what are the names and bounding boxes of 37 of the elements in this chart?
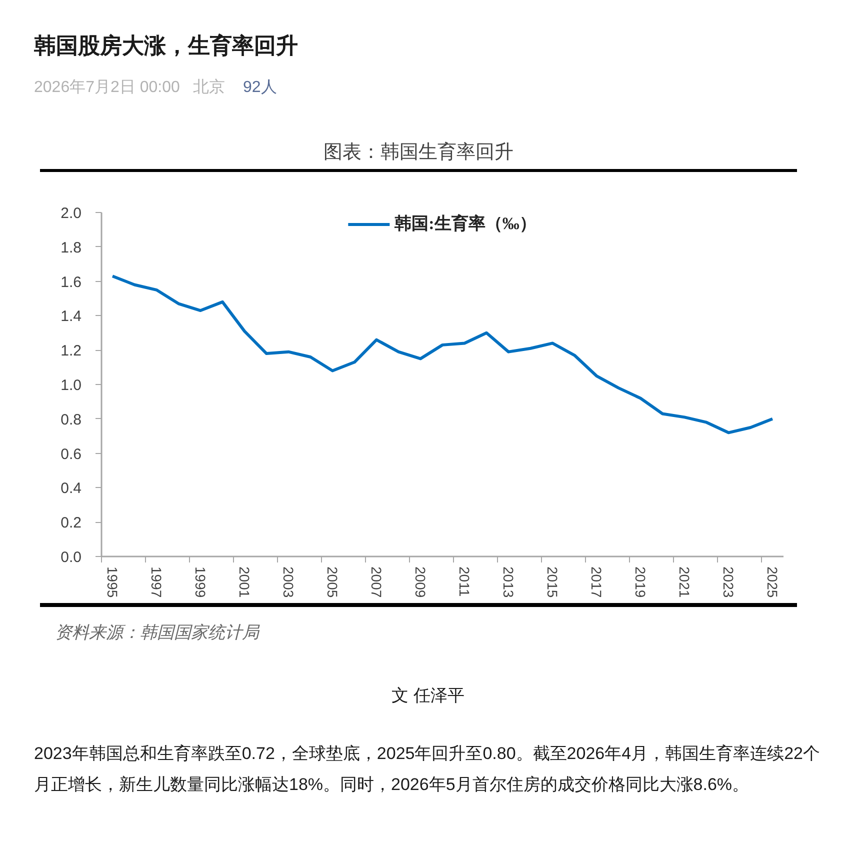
y-tick-label: 2.0 xyxy=(60,205,82,222)
x-tick-label: 2015 xyxy=(544,566,560,598)
x-tick-label: 2023 xyxy=(720,566,736,598)
x-tick-label: 1999 xyxy=(192,566,208,598)
x-tick-label: 2019 xyxy=(632,566,648,598)
x-tick-label: 2007 xyxy=(368,566,384,598)
y-tick-label: 1.4 xyxy=(60,308,82,326)
y-tick-label: 1.0 xyxy=(60,377,82,394)
text: 文 任泽平 xyxy=(390,685,466,707)
x-tick-label: 2021 xyxy=(676,566,692,598)
text: 资料来源：韩国国家统计局 xyxy=(55,622,259,644)
x-tick-label: 2011 xyxy=(456,566,472,597)
x-tick-label: 2013 xyxy=(500,566,516,598)
text: 韩国股房大涨，生育率回升 xyxy=(34,32,298,60)
y-tick-label: 0.2 xyxy=(60,514,82,532)
text: 北京 xyxy=(193,79,226,96)
x-tick-label: 2005 xyxy=(324,566,340,598)
text: 2023年韩国总和生育率跌至0.72，全球垫底，2025年回升至0.80。截至2026年4月，韩国生育率连续22个月正增长，新生儿数量同比涨幅达18%。同时，2026年5月首尔住房的成交价格同比大涨8.6%。 xyxy=(34,743,821,796)
x-tick-label: 1995 xyxy=(104,566,120,598)
y-tick-label: 1.6 xyxy=(60,274,82,291)
text: 2026年7月2日 00:00 xyxy=(34,79,180,96)
line-series xyxy=(111,274,774,434)
x-tick-label: 1997 xyxy=(148,566,164,598)
y-tick-label: 1.8 xyxy=(60,239,82,256)
y-tick-label: 0.4 xyxy=(60,480,82,498)
y-tick-label: 0.0 xyxy=(60,549,82,566)
x-tick-label: 2025 xyxy=(764,566,780,598)
x-tick-label: 2003 xyxy=(280,566,296,598)
y-tick-label: 1.2 xyxy=(60,342,82,360)
legend-label: 韩国:生育率（‰） xyxy=(394,213,536,235)
y-tick-label: 0.6 xyxy=(60,446,82,463)
y-tick-label: 0.8 xyxy=(60,411,82,428)
x-tick-label: 2009 xyxy=(412,566,428,598)
text: 92人 xyxy=(243,79,277,96)
x-tick-label: 2017 xyxy=(588,566,604,598)
x-tick-label: 2001 xyxy=(236,566,252,598)
chart-title: 图表：韩国生育率回升 xyxy=(322,140,514,165)
